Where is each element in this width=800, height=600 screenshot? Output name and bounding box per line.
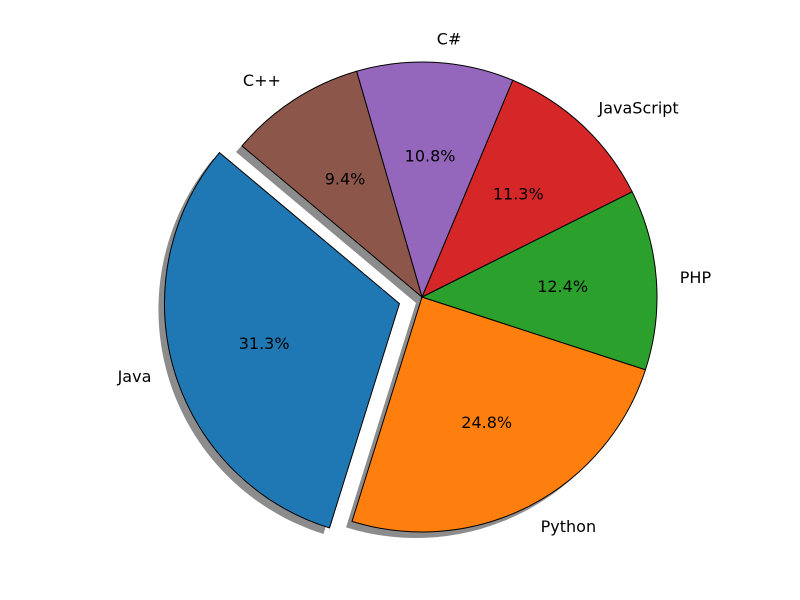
wedge-java <box>163 151 401 529</box>
category-label: JavaScript <box>597 99 678 118</box>
category-label: C++ <box>243 71 281 90</box>
wedge-python <box>351 296 647 533</box>
category-label: PHP <box>680 268 712 287</box>
wedge-c- <box>241 70 423 299</box>
pct-label: 9.4% <box>325 169 366 188</box>
category-label: C# <box>437 29 462 48</box>
category-label: Python <box>541 517 596 536</box>
pct-label: 10.8% <box>405 147 456 166</box>
pct-label: 11.3% <box>493 184 544 203</box>
pct-label: 24.8% <box>461 413 512 432</box>
wedge-php <box>420 191 658 371</box>
category-label: Java <box>117 367 152 386</box>
wedge-javascript <box>421 79 633 299</box>
pct-label: 12.4% <box>537 277 588 296</box>
pct-label: 31.3% <box>239 334 290 353</box>
wedge-c- <box>355 61 514 299</box>
